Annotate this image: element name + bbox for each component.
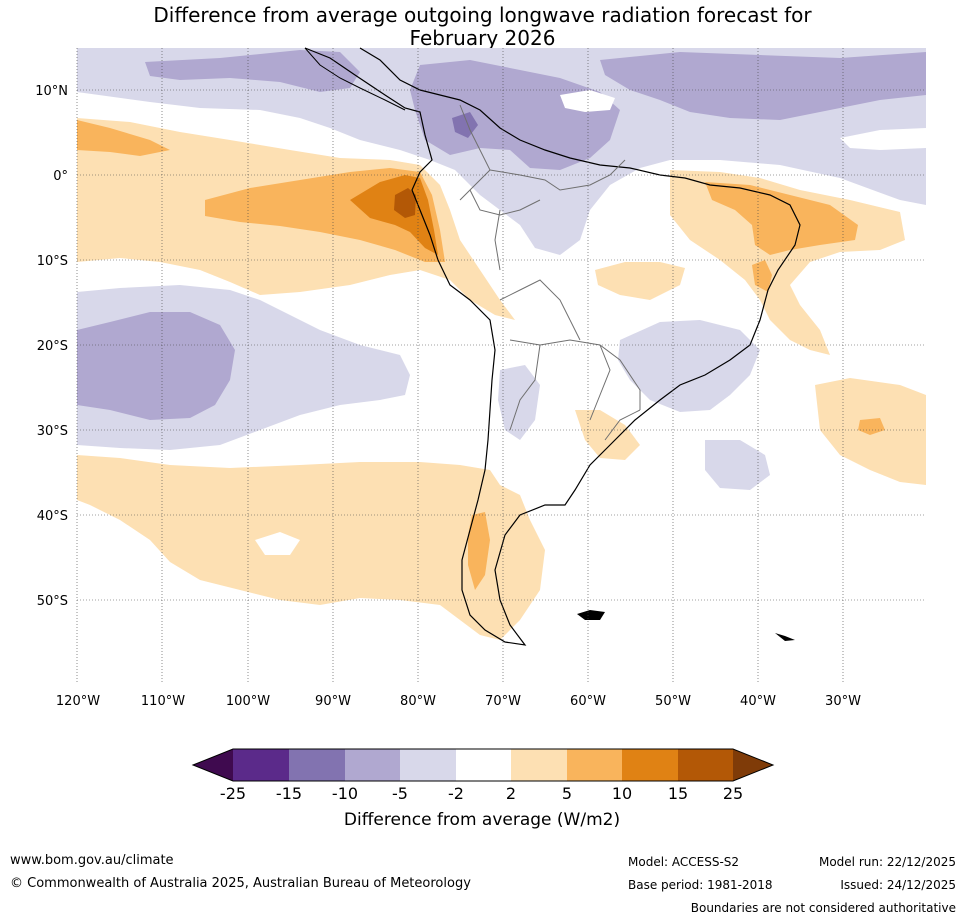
boundaries-disclaimer: Boundaries are not considered authoritat… (690, 901, 956, 915)
negative-anomaly-southeast-brazil (618, 320, 760, 412)
colorbar-swatch (511, 749, 567, 781)
positive-anomaly-brazil (670, 170, 905, 355)
lon-label: 100°W (226, 694, 270, 709)
negative-anomaly-atlantic-north (600, 52, 926, 120)
colorbar-tick-label: -2 (448, 784, 464, 803)
copyright-notice: © Commonwealth of Australia 2025, Austra… (10, 876, 471, 891)
positive-anomaly-interior (595, 262, 685, 300)
colorbar-swatch-min-extend (193, 749, 233, 781)
colorbar-outline (191, 748, 775, 782)
colorbar-swatch (345, 749, 400, 781)
lon-label: 40°W (740, 694, 776, 709)
white-gap-atlantic (840, 128, 926, 150)
title-line-2: February 2026 (409, 26, 556, 50)
colorbar-tick-label: 5 (562, 784, 572, 803)
positive-anomaly-patagonia (468, 512, 490, 590)
colorbar-tick-label: 10 (612, 784, 632, 803)
south-georgia (775, 633, 795, 641)
lat-label: 10°N (35, 84, 68, 99)
central-america-coast (304, 47, 406, 111)
colorbar-tick-labels: -25 -15 -10 -5 -2 2 5 10 15 25 (220, 784, 743, 803)
colorbar-swatch-max-extend (733, 749, 773, 781)
colorbar-swatch (456, 749, 511, 781)
map-title: Difference from average outgoing longwav… (0, 4, 965, 50)
lon-label: 110°W (141, 694, 185, 709)
falkland-islands (577, 610, 605, 620)
positive-anomaly-brazil-moderate (705, 182, 858, 255)
bom-url: www.bom.gov.au/climate (10, 853, 174, 868)
graticule (76, 48, 926, 684)
positive-anomaly-uruguay (575, 410, 640, 460)
colorbar: -25 -15 -10 -5 -2 2 5 10 15 25 Differenc… (191, 748, 775, 830)
lat-label: 10°S (37, 254, 68, 269)
colorbar-swatch (678, 749, 733, 781)
colorbar-swatch (233, 749, 289, 781)
colorbar-tick-label: -10 (332, 784, 358, 803)
lat-label: 40°S (37, 509, 68, 524)
negative-anomaly-north-strong (145, 50, 360, 92)
islands (577, 610, 795, 641)
issued-date: Issued: 24/12/2025 (840, 878, 956, 892)
coastline (304, 47, 801, 646)
lon-label: 120°W (56, 694, 100, 709)
colorbar-swatch (400, 749, 456, 781)
colorbar-swatch (622, 749, 678, 781)
lat-label: 30°S (37, 424, 68, 439)
lon-label: 50°W (655, 694, 691, 709)
lon-label: 30°W (825, 694, 861, 709)
colorbar-tick-label: -25 (220, 784, 246, 803)
colorbar-swatch (567, 749, 622, 781)
latitude-labels: 10°N 0° 10°S 20°S 30°S 40°S 50°S (35, 84, 68, 609)
colorbar-tick-label: -5 (392, 784, 408, 803)
lon-label: 70°W (485, 694, 521, 709)
model-name: Model: ACCESS-S2 (628, 855, 740, 869)
south-america-coast (304, 47, 801, 646)
lon-label: 90°W (315, 694, 351, 709)
white-gap-caribbean (560, 90, 615, 112)
positive-anomaly-pacific-moderate (77, 120, 170, 156)
lon-label: 80°W (400, 694, 436, 709)
longitude-labels: 120°W 110°W 100°W 90°W 80°W 70°W 60°W 50… (56, 694, 861, 709)
lat-label: 50°S (37, 594, 68, 609)
negative-anomaly-core (452, 112, 478, 138)
negative-anomaly-caribbean (410, 60, 620, 170)
colorbar-tick-label: 15 (668, 784, 688, 803)
positive-anomaly-equatorial-core (394, 188, 416, 218)
lat-label: 0° (53, 169, 68, 184)
positive-anomaly-southeast-atlantic-core (858, 418, 885, 435)
base-period: Base period: 1981-2018 (628, 878, 773, 892)
lon-label: 60°W (570, 694, 606, 709)
colorbar-title: Difference from average (W/m2) (344, 810, 620, 830)
colorbar-tick-label: -15 (276, 784, 302, 803)
negative-anomaly-central-pacific-strong (77, 312, 235, 420)
title-line-1: Difference from average outgoing longwav… (153, 3, 812, 27)
positive-anomaly-southern-pacific (77, 455, 545, 640)
white-gap-pacific (255, 532, 300, 555)
colorbar-tick-label: 2 (506, 784, 516, 803)
colorbar-swatches (193, 749, 773, 781)
colorbar-swatch (289, 749, 345, 781)
negative-anomaly-south-atlantic (705, 440, 770, 490)
model-run-date: Model run: 22/12/2025 (818, 855, 956, 869)
colorbar-tick-label: 25 (723, 784, 743, 803)
lat-label: 20°S (37, 339, 68, 354)
positive-anomaly-brazil-moderate-2 (752, 260, 772, 292)
anomaly-field (77, 48, 926, 684)
